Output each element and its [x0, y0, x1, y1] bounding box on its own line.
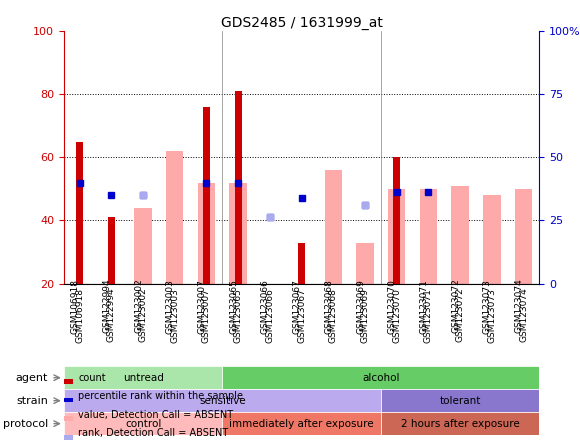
Bar	[222, 366, 539, 389]
Bar	[135, 208, 152, 284]
Bar	[420, 189, 437, 284]
Text: GSM123007: GSM123007	[202, 288, 211, 343]
Bar	[325, 170, 342, 284]
Bar	[222, 412, 381, 435]
Text: tolerant: tolerant	[440, 396, 481, 406]
Text: value, Detection Call = ABSENT: value, Detection Call = ABSENT	[78, 410, 233, 420]
Bar	[381, 412, 539, 435]
Bar	[76, 142, 83, 284]
Bar	[451, 186, 469, 284]
Bar	[388, 189, 405, 284]
Text: GSM123074: GSM123074	[519, 288, 528, 342]
Bar	[64, 412, 222, 435]
Text: GSM123071: GSM123071	[424, 288, 433, 343]
Bar	[515, 189, 532, 284]
Bar	[203, 107, 210, 284]
Text: GSM106918: GSM106918	[75, 288, 84, 343]
Text: GSM123067: GSM123067	[297, 288, 306, 343]
Text: percentile rank within the sample: percentile rank within the sample	[78, 391, 243, 401]
Text: protocol: protocol	[3, 419, 48, 428]
Text: GSM123003: GSM123003	[171, 288, 179, 343]
Bar	[230, 182, 247, 284]
Text: strain: strain	[16, 396, 48, 406]
Text: GSM123068: GSM123068	[329, 288, 338, 343]
Text: count: count	[78, 373, 106, 383]
Text: sensitive: sensitive	[199, 396, 246, 406]
Bar	[235, 91, 242, 284]
Bar	[64, 389, 381, 412]
Text: GSM123069: GSM123069	[361, 288, 369, 343]
Bar	[166, 151, 183, 284]
Text: untread: untread	[122, 373, 164, 383]
Title: GDS2485 / 1631999_at: GDS2485 / 1631999_at	[220, 16, 383, 30]
Bar	[393, 157, 400, 284]
Bar	[198, 182, 215, 284]
Text: GSM123070: GSM123070	[392, 288, 401, 343]
Text: agent: agent	[16, 373, 48, 383]
Text: alcohol: alcohol	[362, 373, 400, 383]
Bar	[64, 366, 222, 389]
Bar	[356, 242, 374, 284]
Text: immediately after exposure: immediately after exposure	[229, 419, 374, 428]
Text: GSM123066: GSM123066	[266, 288, 274, 343]
Bar	[298, 242, 305, 284]
Text: 2 hours after exposure: 2 hours after exposure	[401, 419, 520, 428]
Text: GSM123065: GSM123065	[234, 288, 242, 343]
Text: GSM122994: GSM122994	[107, 288, 116, 342]
Bar	[381, 389, 539, 412]
Text: rank, Detection Call = ABSENT: rank, Detection Call = ABSENT	[78, 428, 229, 439]
Bar	[108, 217, 115, 284]
Text: GSM123002: GSM123002	[139, 288, 147, 342]
Text: control: control	[125, 419, 161, 428]
Text: GSM123073: GSM123073	[487, 288, 496, 343]
Text: GSM123072: GSM123072	[456, 288, 465, 342]
Bar	[483, 195, 501, 284]
